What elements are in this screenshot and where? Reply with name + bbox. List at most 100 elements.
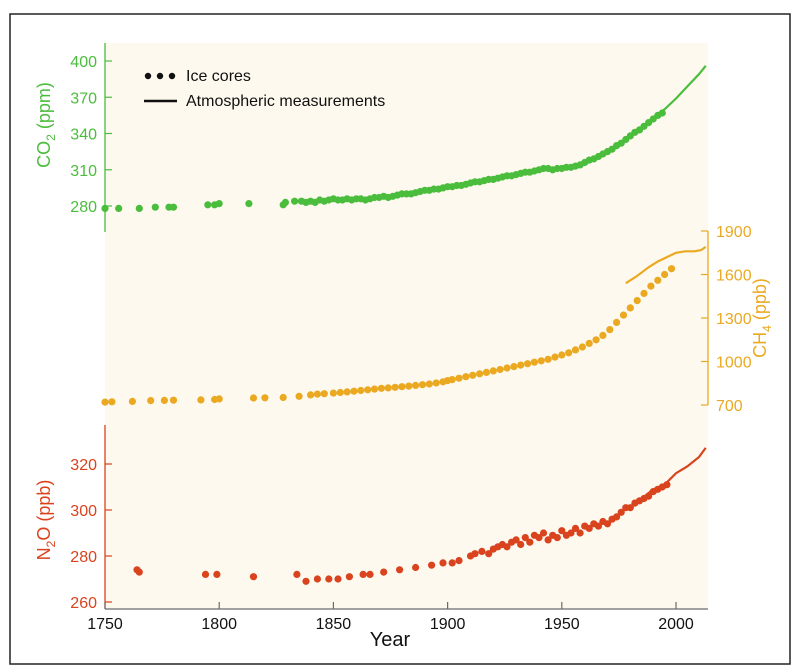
co2-ice-core-point	[282, 199, 289, 206]
ch4-ice-core-point	[490, 367, 497, 374]
ch4-ice-core-point	[161, 397, 168, 404]
n2o-ice-core-point	[517, 541, 524, 548]
ch4-ice-core-point	[321, 390, 328, 397]
ch4-ice-core-point	[579, 343, 586, 350]
n2o-ice-core-point	[449, 559, 456, 566]
legend-ice-cores-label: Ice cores	[186, 68, 251, 85]
ch4-y-tick-label: 1300	[716, 311, 752, 328]
ch4-ice-core-point	[455, 375, 462, 382]
ch4-ice-core-point	[517, 362, 524, 369]
ch4-ice-core-point	[405, 383, 412, 390]
ch4-ice-core-point	[101, 399, 108, 406]
co2-ice-core-point	[291, 198, 298, 205]
ch4-ice-core-point	[503, 364, 510, 371]
ch4-ice-core-point	[344, 388, 351, 395]
ch4-ice-core-point	[197, 396, 204, 403]
ch4-ice-core-point	[545, 356, 552, 363]
n2o-ice-core-point	[428, 562, 435, 569]
co2-ice-core-point	[136, 205, 143, 212]
ch4-ice-core-point	[531, 359, 538, 366]
ch4-ice-core-point	[392, 384, 399, 391]
ch4-ice-core-point	[261, 394, 268, 401]
ch4-ice-core-point	[476, 370, 483, 377]
co2-ice-core-point	[245, 200, 252, 207]
n2o-ice-core-point	[293, 571, 300, 578]
ch4-ice-core-point	[606, 326, 613, 333]
ch4-ice-core-point	[551, 354, 558, 361]
ch4-ice-core-point	[170, 397, 177, 404]
co2-ice-core-point	[170, 204, 177, 211]
ch4-ice-core-point	[654, 277, 661, 284]
ch4-ice-core-point	[565, 349, 572, 356]
ch4-ice-core-point	[634, 297, 641, 304]
n2o-y-tick-label: 320	[70, 457, 97, 474]
ch4-ice-core-point	[378, 385, 385, 392]
ch4-ice-core-point	[426, 380, 433, 387]
legend-dot-icon	[157, 73, 163, 79]
ch4-ice-core-point	[129, 398, 136, 405]
n2o-ice-core-point	[366, 571, 373, 578]
ch4-y-tick-label: 1900	[716, 224, 752, 241]
x-tick-label: 1750	[87, 616, 123, 633]
n2o-ice-core-point	[302, 578, 309, 585]
n2o-ice-core-point	[250, 573, 257, 580]
n2o-ice-core-point	[439, 559, 446, 566]
ch4-ice-core-point	[510, 363, 517, 370]
n2o-ice-core-point	[471, 550, 478, 557]
x-axis-title: Year	[370, 629, 411, 651]
ch4-ice-core-point	[572, 346, 579, 353]
ch4-ice-core-point	[469, 372, 476, 379]
ch4-ice-core-point	[330, 390, 337, 397]
ch4-ice-core-point	[620, 312, 627, 319]
ch4-ice-core-point	[449, 376, 456, 383]
ch4-y-tick-label: 700	[716, 398, 743, 415]
ch4-ice-core-point	[599, 332, 606, 339]
legend-dot-icon	[145, 73, 151, 79]
ch4-y-tick-label: 1600	[716, 268, 752, 285]
ch4-ice-core-point	[433, 379, 440, 386]
ch4-ice-core-point	[586, 340, 593, 347]
co2-ice-core-point	[101, 205, 108, 212]
n2o-ice-core-point	[136, 569, 143, 576]
ch4-ice-core-point	[613, 319, 620, 326]
ch4-ice-core-point	[497, 366, 504, 373]
ch4-ice-core-point	[647, 283, 654, 290]
ch4-ice-core-point	[250, 394, 257, 401]
ch4-ice-core-point	[385, 384, 392, 391]
co2-y-tick-label: 400	[70, 54, 97, 71]
legend-dot-icon	[169, 73, 175, 79]
ch4-ice-core-point	[280, 394, 287, 401]
n2o-ice-core-point	[314, 575, 321, 582]
ch4-ice-core-point	[462, 373, 469, 380]
ch4-ice-core-point	[296, 393, 303, 400]
ch4-ice-core-point	[371, 386, 378, 393]
n2o-y-tick-label: 280	[70, 549, 97, 566]
ch4-ice-core-point	[350, 388, 357, 395]
co2-y-tick-label: 310	[70, 163, 97, 180]
ch4-ice-core-point	[419, 381, 426, 388]
ch4-ice-core-point	[538, 357, 545, 364]
ch4-ice-core-point	[147, 397, 154, 404]
n2o-ice-core-point	[455, 557, 462, 564]
co2-y-tick-label: 340	[70, 127, 97, 144]
ch4-ice-core-point	[307, 391, 314, 398]
n2o-ice-core-point	[325, 575, 332, 582]
n2o-y-tick-label: 260	[70, 595, 97, 612]
n2o-ice-core-point	[554, 534, 561, 541]
ch4-y-tick-label: 1000	[716, 355, 752, 372]
co2-y-tick-label: 370	[70, 90, 97, 107]
ch4-ice-core-point	[640, 290, 647, 297]
legend-atmospheric-label: Atmospheric measurements	[186, 93, 385, 110]
n2o-ice-core-point	[334, 575, 341, 582]
co2-ice-core-point	[115, 205, 122, 212]
ch4-ice-core-point	[524, 360, 531, 367]
n2o-ice-core-point	[526, 539, 533, 546]
n2o-ice-core-point	[478, 548, 485, 555]
ch4-ice-core-point	[627, 304, 634, 311]
ch4-ice-core-point	[108, 398, 115, 405]
x-tick-label: 1950	[544, 616, 580, 633]
x-tick-label: 1850	[316, 616, 352, 633]
ch4-ice-core-point	[364, 386, 371, 393]
ch4-ice-core-point	[668, 265, 675, 272]
n2o-ice-core-point	[346, 573, 353, 580]
